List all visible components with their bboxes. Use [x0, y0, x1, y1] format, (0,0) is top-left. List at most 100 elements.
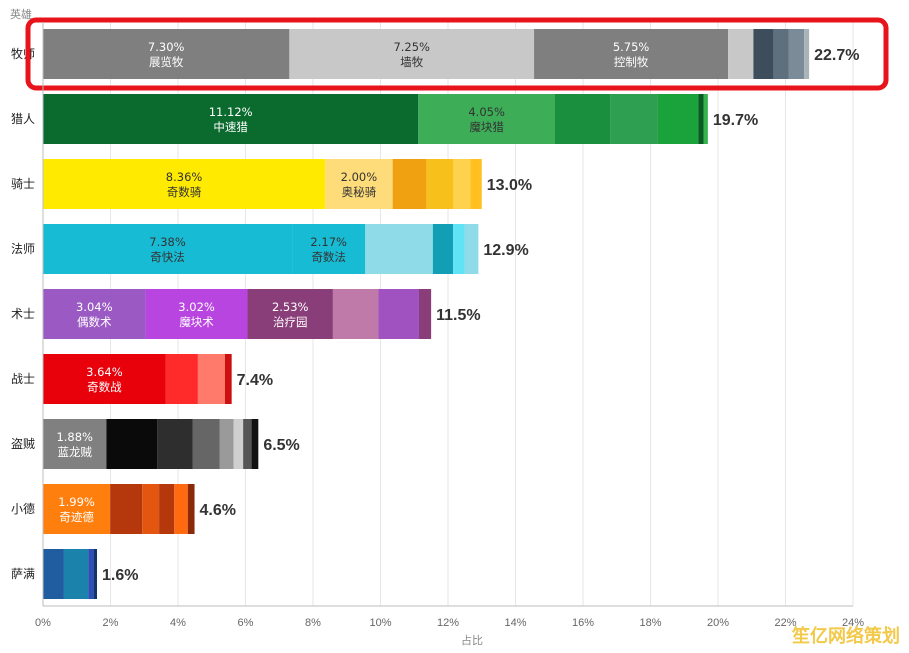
bar-segment — [534, 29, 729, 79]
bar-total-label: 7.4% — [237, 372, 273, 389]
segment-value-label: 3.02% — [178, 300, 215, 314]
segment-name-label: 魔块猎 — [469, 120, 504, 134]
segment-name-label: 奥秘骑 — [342, 185, 377, 199]
segment-value-label: 2.00% — [341, 170, 378, 184]
segment-value-label: 7.25% — [393, 40, 430, 54]
segment-value-label: 1.99% — [58, 495, 95, 509]
bar-segment — [174, 484, 188, 534]
bar-total-label: 12.9% — [483, 242, 528, 259]
x-tick-label: 10% — [369, 617, 391, 629]
bars-group: 牧师 7.30%展览牧 7.25%墙牧 5.75%控制牧 22.7% 猎人 11.12%中速… — [11, 29, 860, 599]
x-tick-label: 6% — [238, 617, 254, 629]
bar-segment — [187, 484, 195, 534]
segment-value-label: 2.53% — [272, 300, 309, 314]
x-tick-label: 14% — [504, 617, 526, 629]
x-tick-label: 20% — [707, 617, 729, 629]
segment-name-label: 蓝龙贼 — [57, 445, 92, 459]
bar-segment — [426, 159, 454, 209]
segment-value-label: 3.64% — [86, 365, 123, 379]
segment-value-label: 8.36% — [166, 170, 203, 184]
category-label: 骑士 — [11, 177, 35, 191]
segment-value-label: 2.17% — [310, 235, 347, 249]
bar-segment — [292, 224, 366, 274]
bar-segment — [453, 159, 471, 209]
bar-segment — [43, 289, 146, 339]
bar-segment — [43, 549, 64, 599]
bar-segment — [88, 549, 94, 599]
highlight-group — [25, 17, 889, 91]
bar-segment — [610, 94, 658, 144]
x-tick-label: 8% — [305, 617, 321, 629]
bar-segment — [657, 94, 699, 144]
bar-row: 骑士 8.36%奇数骑 2.00%奥秘骑 13.0% — [11, 159, 532, 209]
segment-value-label: 4.05% — [468, 105, 505, 119]
bar-total-label: 19.7% — [713, 112, 758, 129]
category-label: 牧师 — [11, 47, 35, 61]
bar-row: 术士 3.04%偶数术 3.02%魔块术 2.53%治疗园 11.5% — [11, 289, 481, 339]
bar-total-label: 11.5% — [436, 307, 480, 324]
bar-segment — [392, 159, 427, 209]
bar-total-label: 6.5% — [263, 437, 299, 454]
bar-row: 猎人 11.12%中速猎 4.05%魔块猎 19.7% — [11, 94, 758, 144]
x-tick-label: 2% — [103, 617, 119, 629]
bar-row: 法师 7.38%奇快法 2.17%奇数法 12.9% — [11, 224, 529, 274]
bar-segment — [233, 419, 244, 469]
bar-segment — [464, 224, 479, 274]
bar-segment — [773, 29, 789, 79]
bar-segment — [224, 354, 232, 404]
segment-value-label: 7.30% — [148, 40, 185, 54]
bar-segment — [554, 94, 611, 144]
bar-segment — [43, 94, 419, 144]
segment-name-label: 奇迹德 — [59, 510, 94, 524]
bar-segment — [432, 224, 454, 274]
bar-segment — [728, 29, 754, 79]
bar-segment — [219, 419, 234, 469]
bar-segment — [43, 224, 293, 274]
bar-segment — [145, 289, 248, 339]
segment-value-label: 11.12% — [209, 105, 253, 119]
segment-value-label: 7.38% — [149, 235, 186, 249]
segment-name-label: 奇数战 — [87, 380, 122, 394]
bar-segment — [243, 419, 252, 469]
bar-segment — [470, 159, 482, 209]
segment-name-label: 奇数骑 — [167, 185, 202, 199]
category-label: 萨满 — [11, 567, 35, 581]
category-label: 猎人 — [11, 112, 35, 126]
x-tick-label: 12% — [437, 617, 459, 629]
segment-name-label: 展览牧 — [149, 55, 184, 69]
bar-segment — [378, 289, 419, 339]
bar-segment — [453, 224, 465, 274]
bar-segment — [788, 29, 805, 79]
bar-segment — [325, 159, 393, 209]
bar-segment — [106, 419, 158, 469]
bar-total-label: 13.0% — [487, 177, 532, 194]
bar-segment — [63, 549, 89, 599]
segment-value-label: 3.04% — [76, 300, 113, 314]
bar-segment — [93, 549, 97, 599]
bar-segment — [289, 29, 535, 79]
category-label: 小德 — [11, 501, 35, 516]
bar-segment — [365, 224, 433, 274]
segment-name-label: 控制牧 — [614, 55, 649, 69]
segment-name-label: 中速猎 — [213, 120, 248, 134]
category-label: 战士 — [11, 372, 35, 386]
bar-segment — [142, 484, 160, 534]
category-label: 法师 — [11, 242, 35, 256]
bar-row: 萨满 1.6% — [11, 549, 138, 599]
watermark-text: 笙亿网络策划 — [791, 625, 900, 647]
x-tick-label: 24% — [842, 617, 864, 629]
segment-name-label: 墙牧 — [400, 55, 423, 69]
x-tick-label: 22% — [774, 617, 796, 629]
bar-segment — [157, 419, 193, 469]
bar-segment — [197, 354, 225, 404]
y-axis-title: 英雄 — [10, 7, 32, 21]
bar-row: 小德 1.99%奇迹德 4.6% — [11, 484, 236, 534]
segment-name-label: 奇快法 — [150, 250, 185, 264]
x-tick-label: 18% — [639, 617, 661, 629]
bar-row: 牧师 7.30%展览牧 7.25%墙牧 5.75%控制牧 22.7% — [11, 29, 860, 79]
bar-total-label: 1.6% — [102, 567, 138, 584]
x-tick-label: 4% — [170, 617, 186, 629]
bar-segment — [43, 159, 326, 209]
bar-segment — [43, 419, 107, 469]
